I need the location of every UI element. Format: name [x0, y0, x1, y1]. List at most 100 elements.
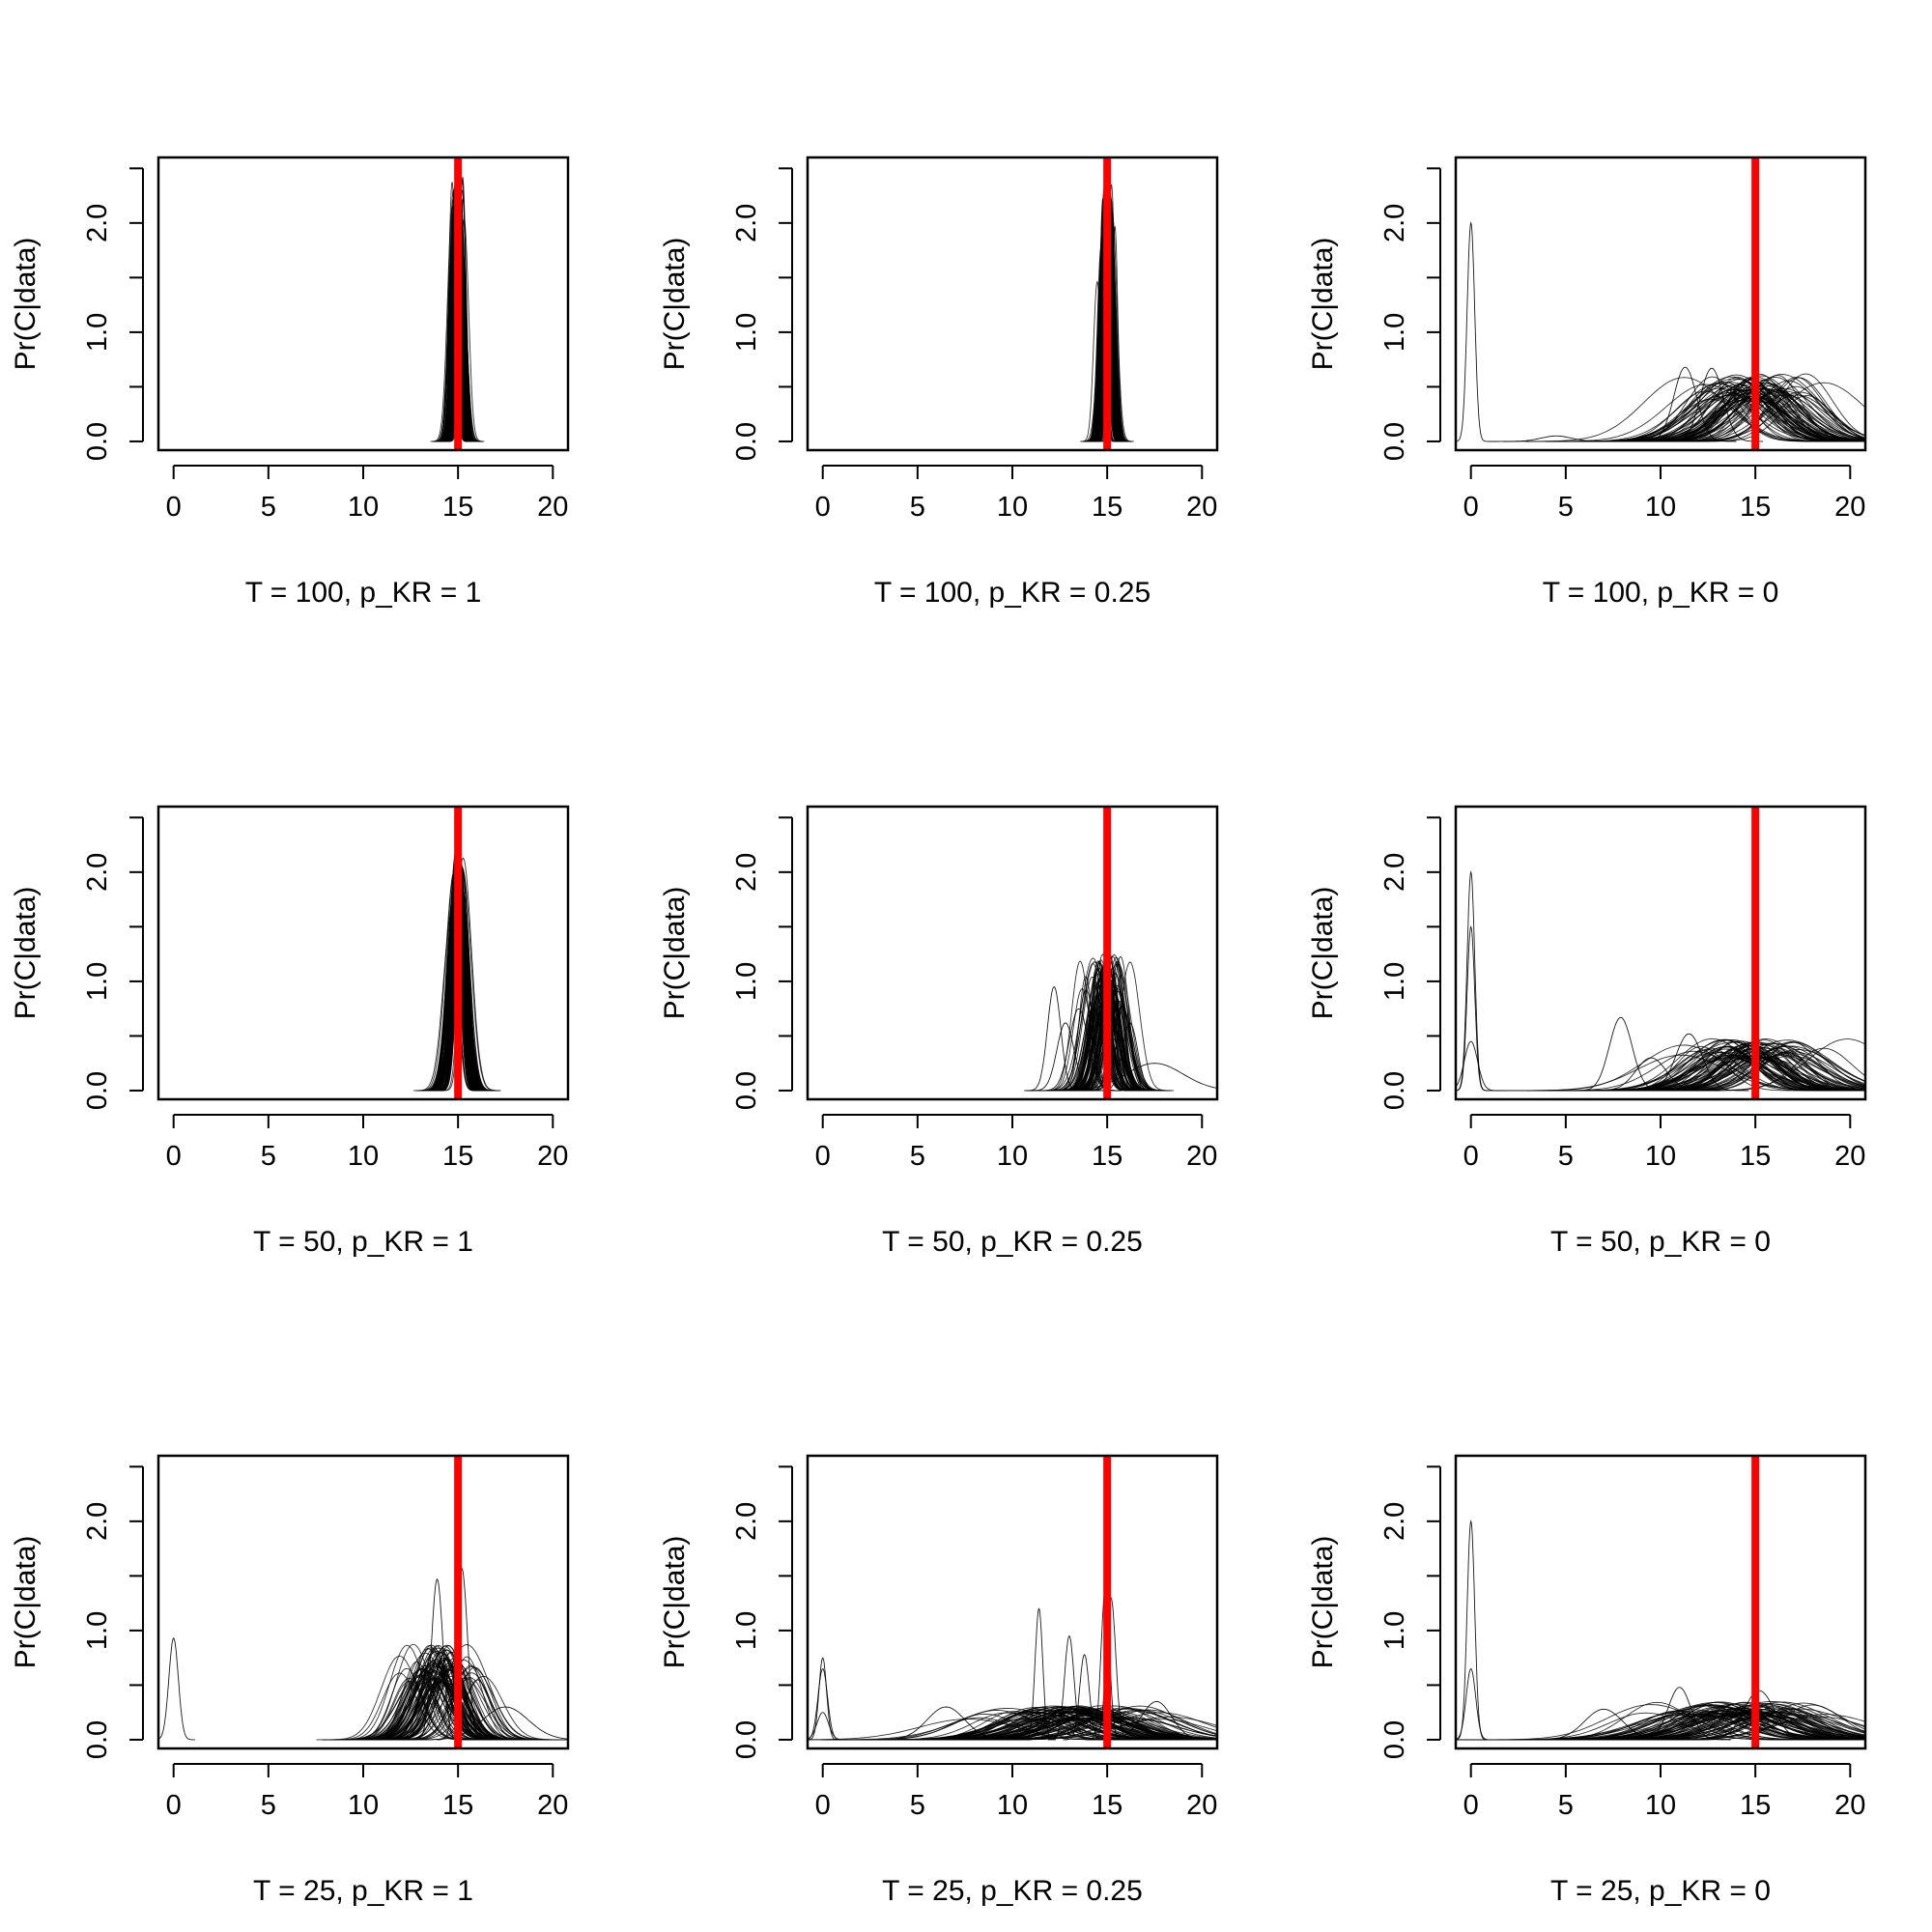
x-axis-label: T = 25, p_KR = 0: [1550, 1875, 1771, 1907]
plot-frame: [156, 1454, 570, 1750]
plot-frame: [806, 805, 1219, 1101]
density-curve-outlier-3: [1456, 1040, 1501, 1092]
y-tick-label: 0.0: [1379, 1720, 1410, 1759]
density-curve-72: [1086, 961, 1174, 1092]
x-tick-label: 15: [442, 492, 473, 523]
density-curve-outlier-5: [1582, 1057, 1719, 1092]
x-tick-label: 15: [1740, 1141, 1771, 1172]
panel-7: 0 5 10 15 20 0.0 1.0 2.0 Pr(C|data) T = 25, p_KR …: [10, 1454, 570, 1907]
x-tick-label: 10: [348, 1790, 379, 1821]
density-curves: [1456, 221, 1865, 442]
y-tick-label: 1.0: [1379, 1611, 1410, 1650]
x-tick-label: 10: [1645, 492, 1676, 523]
density-curve-80: [1614, 1707, 1865, 1741]
density-curves: [1456, 870, 1865, 1092]
panel-3: 0 5 10 15 20 0.0 1.0 2.0 Pr(C|data) T = 100, p_KR…: [1307, 156, 1867, 609]
x-tick-label: 10: [997, 1790, 1028, 1821]
x-tick-label: 20: [537, 1141, 568, 1172]
y-tick-label: 2.0: [731, 204, 762, 242]
x-tick-label: 20: [1834, 492, 1865, 523]
density-curve-outlier-3: [808, 1712, 849, 1741]
density-curve-outlier-2: [1634, 366, 1737, 442]
panel-4: 0 5 10 15 20 0.0 1.0 2.0 Pr(C|data) T = 50, p_KR …: [10, 805, 570, 1258]
y-tick-label: 2.0: [1379, 1502, 1410, 1541]
density-curve-outlier-6: [1047, 1634, 1092, 1741]
density-curve-outlier-6: [1629, 1033, 1749, 1092]
x-tick-label: 15: [1092, 1790, 1122, 1821]
density-curve-90: [1048, 1007, 1137, 1092]
x-axis-label: T = 50, p_KR = 1: [253, 1226, 473, 1258]
x-tick-label: 5: [910, 492, 925, 523]
density-curve-outlier-4: [1569, 1016, 1672, 1092]
y-axis-label: Pr(C|data): [1307, 1536, 1339, 1669]
density-curve-81: [379, 1650, 490, 1741]
x-axis-label: T = 100, p_KR = 0.25: [874, 577, 1151, 609]
x-tick-label: 10: [348, 1141, 379, 1172]
x-tick-label: 0: [1463, 1141, 1479, 1172]
y-tick-label: 2.0: [82, 853, 113, 892]
density-curve-outlier-1: [1456, 221, 1489, 442]
y-tick-label: 1.0: [82, 962, 113, 1001]
y-tick-label: 0.0: [731, 1071, 762, 1110]
x-tick-label: 15: [442, 1790, 473, 1821]
x-tick-label: 0: [815, 492, 831, 523]
y-tick-label: 0.0: [731, 422, 762, 461]
y-axis-label: Pr(C|data): [1307, 238, 1339, 371]
x-tick-label: 15: [1092, 492, 1122, 523]
y-tick-label: 0.0: [1379, 1071, 1410, 1110]
y-tick-label: 0.0: [1379, 422, 1410, 461]
density-curve-outlier-2: [808, 1667, 844, 1741]
density-curve-65: [378, 1665, 567, 1741]
density-curve-90: [368, 1665, 500, 1741]
panel-8: 0 5 10 15 20 0.0 1.0 2.0 Pr(C|data) T = 25, p_KR …: [659, 1454, 1219, 1907]
x-tick-label: 10: [1645, 1141, 1676, 1172]
density-curve-outlier-4: [1488, 435, 1625, 442]
y-tick-label: 1.0: [1379, 313, 1410, 352]
plot-frame: [156, 805, 570, 1101]
x-tick-label: 15: [1740, 492, 1771, 523]
x-tick-label: 20: [1834, 1790, 1865, 1821]
x-axis-label: T = 100, p_KR = 1: [245, 577, 482, 609]
density-curve-outlier-5: [1021, 1607, 1057, 1741]
x-tick-label: 20: [537, 1790, 568, 1821]
density-curve-outlier-2: [1456, 925, 1489, 1092]
x-tick-label: 20: [1186, 1141, 1217, 1172]
y-tick-label: 1.0: [1379, 962, 1410, 1001]
x-tick-label: 5: [261, 492, 276, 523]
density-curves: [1024, 953, 1217, 1092]
y-tick-label: 2.0: [1379, 204, 1410, 242]
x-axis-label: T = 100, p_KR = 0: [1543, 577, 1779, 609]
y-axis-label: Pr(C|data): [659, 1536, 691, 1669]
density-curve-outlier-1: [1456, 1520, 1489, 1741]
y-tick-label: 2.0: [1379, 853, 1410, 892]
x-tick-label: 20: [1834, 1141, 1865, 1172]
x-tick-label: 5: [1558, 1141, 1574, 1172]
density-curve-outlier-1: [158, 1637, 195, 1741]
y-tick-label: 1.0: [731, 313, 762, 352]
density-curves: [808, 1587, 1217, 1741]
density-curves: [1456, 1520, 1865, 1741]
x-tick-label: 20: [1186, 1790, 1217, 1821]
x-tick-label: 0: [815, 1790, 831, 1821]
x-tick-label: 15: [1092, 1141, 1122, 1172]
panel-9: 0 5 10 15 20 0.0 1.0 2.0 Pr(C|data) T = 25, p_KR …: [1307, 1454, 1867, 1907]
y-tick-label: 1.0: [82, 1611, 113, 1650]
x-axis-label: T = 50, p_KR = 0.25: [882, 1226, 1143, 1258]
x-tick-label: 10: [997, 1141, 1028, 1172]
x-tick-label: 5: [1558, 1790, 1574, 1821]
density-curve-84: [1041, 961, 1148, 1092]
x-axis-label: T = 50, p_KR = 0: [1550, 1226, 1771, 1258]
x-axis-label: T = 25, p_KR = 1: [253, 1875, 473, 1907]
x-tick-label: 0: [1463, 1790, 1479, 1821]
x-tick-label: 0: [166, 1141, 182, 1172]
y-tick-label: 1.0: [731, 1611, 762, 1650]
density-curve-90: [849, 1712, 1217, 1741]
x-tick-label: 20: [537, 492, 568, 523]
y-tick-label: 2.0: [731, 1502, 762, 1541]
density-curve-80: [1596, 376, 1829, 442]
x-tick-label: 5: [910, 1141, 925, 1172]
y-tick-label: 2.0: [731, 853, 762, 892]
y-tick-label: 1.0: [82, 313, 113, 352]
density-curve-outlier-1: [1024, 985, 1085, 1092]
